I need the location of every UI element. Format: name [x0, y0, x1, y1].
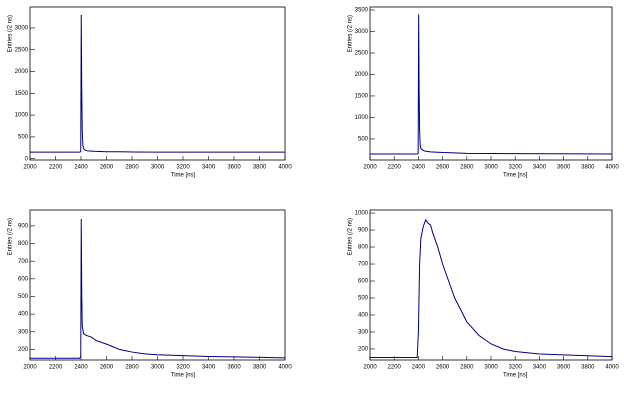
y-tick-label: 600 — [358, 279, 369, 285]
y-tick-label: 500 — [358, 137, 369, 143]
x-tick-label: 2200 — [49, 365, 63, 371]
x-tick-label: 3200 — [176, 365, 190, 371]
x-tick-label: 2600 — [436, 365, 450, 371]
x-tick-label: 3800 — [581, 365, 595, 371]
data-line — [370, 14, 613, 155]
y-tick-label: 300 — [18, 329, 29, 335]
y-tick-label: 1000 — [355, 115, 369, 121]
x-axis-title: Time [ns] — [171, 373, 196, 379]
y-axis-title: Entries (/2 ns) — [8, 15, 14, 52]
y-tick-label: 400 — [358, 313, 369, 319]
data-line — [30, 218, 286, 359]
y-tick-label: 500 — [18, 134, 29, 140]
x-tick-label: 3200 — [176, 165, 190, 171]
y-tick-label: 200 — [358, 347, 369, 353]
y-tick-label: 300 — [358, 330, 369, 336]
x-axis-title: Time [ns] — [503, 173, 528, 179]
x-tick-label: 4000 — [605, 365, 619, 371]
y-tick-label: 1000 — [355, 211, 369, 217]
x-tick-label: 3800 — [253, 365, 267, 371]
y-tick-label: 400 — [18, 312, 29, 318]
x-axis-title: Time [ns] — [503, 373, 528, 379]
x-tick-label: 2200 — [49, 165, 63, 171]
x-tick-label: 2000 — [23, 165, 37, 171]
y-tick-label: 600 — [18, 276, 29, 282]
y-tick-label: 2000 — [355, 72, 369, 78]
x-tick-label: 2600 — [436, 165, 450, 171]
y-axis-title: Entries (/2 ns) — [348, 15, 354, 52]
x-tick-label: 4000 — [278, 165, 292, 171]
x-tick-label: 3000 — [484, 365, 498, 371]
plot-frame — [369, 209, 613, 361]
y-tick-label: 900 — [358, 228, 369, 234]
x-tick-label: 3600 — [557, 365, 571, 371]
x-tick-label: 2400 — [412, 165, 426, 171]
x-tick-label: 2800 — [125, 165, 139, 171]
x-tick-label: 3600 — [227, 365, 241, 371]
x-tick-label: 2000 — [363, 165, 377, 171]
y-tick-label: 500 — [358, 296, 369, 302]
y-tick-label: 800 — [18, 241, 29, 247]
y-tick-label: 1500 — [355, 94, 369, 100]
data-line — [370, 218, 613, 358]
x-tick-label: 3400 — [533, 165, 547, 171]
x-tick-label: 3400 — [533, 365, 547, 371]
x-tick-label: 2000 — [363, 365, 377, 371]
y-tick-label: 1500 — [15, 91, 29, 97]
x-tick-label: 3600 — [557, 165, 571, 171]
x-tick-label: 3000 — [151, 365, 165, 371]
x-tick-label: 2800 — [125, 365, 139, 371]
y-tick-label: 500 — [18, 294, 29, 300]
y-tick-label: 800 — [358, 245, 369, 251]
x-tick-label: 3000 — [484, 165, 498, 171]
plot-frame — [29, 6, 286, 161]
x-tick-label: 3400 — [202, 165, 216, 171]
y-tick-label: 1000 — [15, 113, 29, 119]
panel: 2000 2200 2400 2600 2800 3000 3200 3400 3600 3800… — [8, 6, 292, 179]
y-tick-label: 900 — [18, 223, 29, 229]
y-tick-label: 200 — [18, 347, 29, 353]
x-tick-label: 2400 — [74, 365, 88, 371]
x-tick-label: 3800 — [253, 165, 267, 171]
x-tick-label: 2600 — [100, 165, 114, 171]
x-tick-label: 3600 — [227, 165, 241, 171]
x-tick-label: 2200 — [388, 165, 402, 171]
data-line — [30, 14, 285, 153]
x-tick-label: 2800 — [460, 365, 474, 371]
x-tick-label: 2400 — [74, 165, 88, 171]
x-tick-label: 3200 — [509, 165, 523, 171]
y-tick-label: 3500 — [355, 8, 369, 14]
x-tick-label: 4000 — [278, 365, 292, 371]
plot-frame — [369, 6, 613, 161]
y-tick-label: 2500 — [15, 47, 29, 53]
x-tick-label: 3800 — [581, 165, 595, 171]
y-tick-label: 3000 — [15, 26, 29, 32]
x-tick-label: 2800 — [460, 165, 474, 171]
panel: 2000 2200 2400 2600 2800 3000 3200 3400 3600 3800… — [8, 209, 292, 379]
x-tick-label: 2000 — [23, 365, 37, 371]
y-tick-label: 700 — [18, 259, 29, 265]
y-axis-title: Entries (/2 ns) — [348, 218, 354, 255]
plot-frame — [29, 209, 286, 361]
x-tick-label: 3400 — [202, 365, 216, 371]
x-tick-label: 4000 — [605, 165, 619, 171]
y-tick-label: 0 — [25, 156, 29, 162]
y-tick-label: 700 — [358, 262, 369, 268]
x-tick-label: 2200 — [388, 365, 402, 371]
panel: 2000 2200 2400 2600 2800 3000 3200 3400 3600 3800… — [348, 209, 619, 379]
y-tick-label: 2500 — [355, 51, 369, 57]
y-tick-label: 2000 — [15, 69, 29, 75]
x-tick-label: 3200 — [509, 365, 523, 371]
panel: 2000 2200 2400 2600 2800 3000 3200 3400 3600 3800… — [348, 6, 619, 179]
y-tick-label: 3000 — [355, 29, 369, 35]
x-tick-label: 2400 — [412, 365, 426, 371]
x-axis-title: Time [ns] — [171, 173, 196, 179]
x-tick-label: 2600 — [100, 365, 114, 371]
x-tick-label: 3000 — [151, 165, 165, 171]
y-axis-title: Entries (/2 ns) — [8, 218, 14, 255]
